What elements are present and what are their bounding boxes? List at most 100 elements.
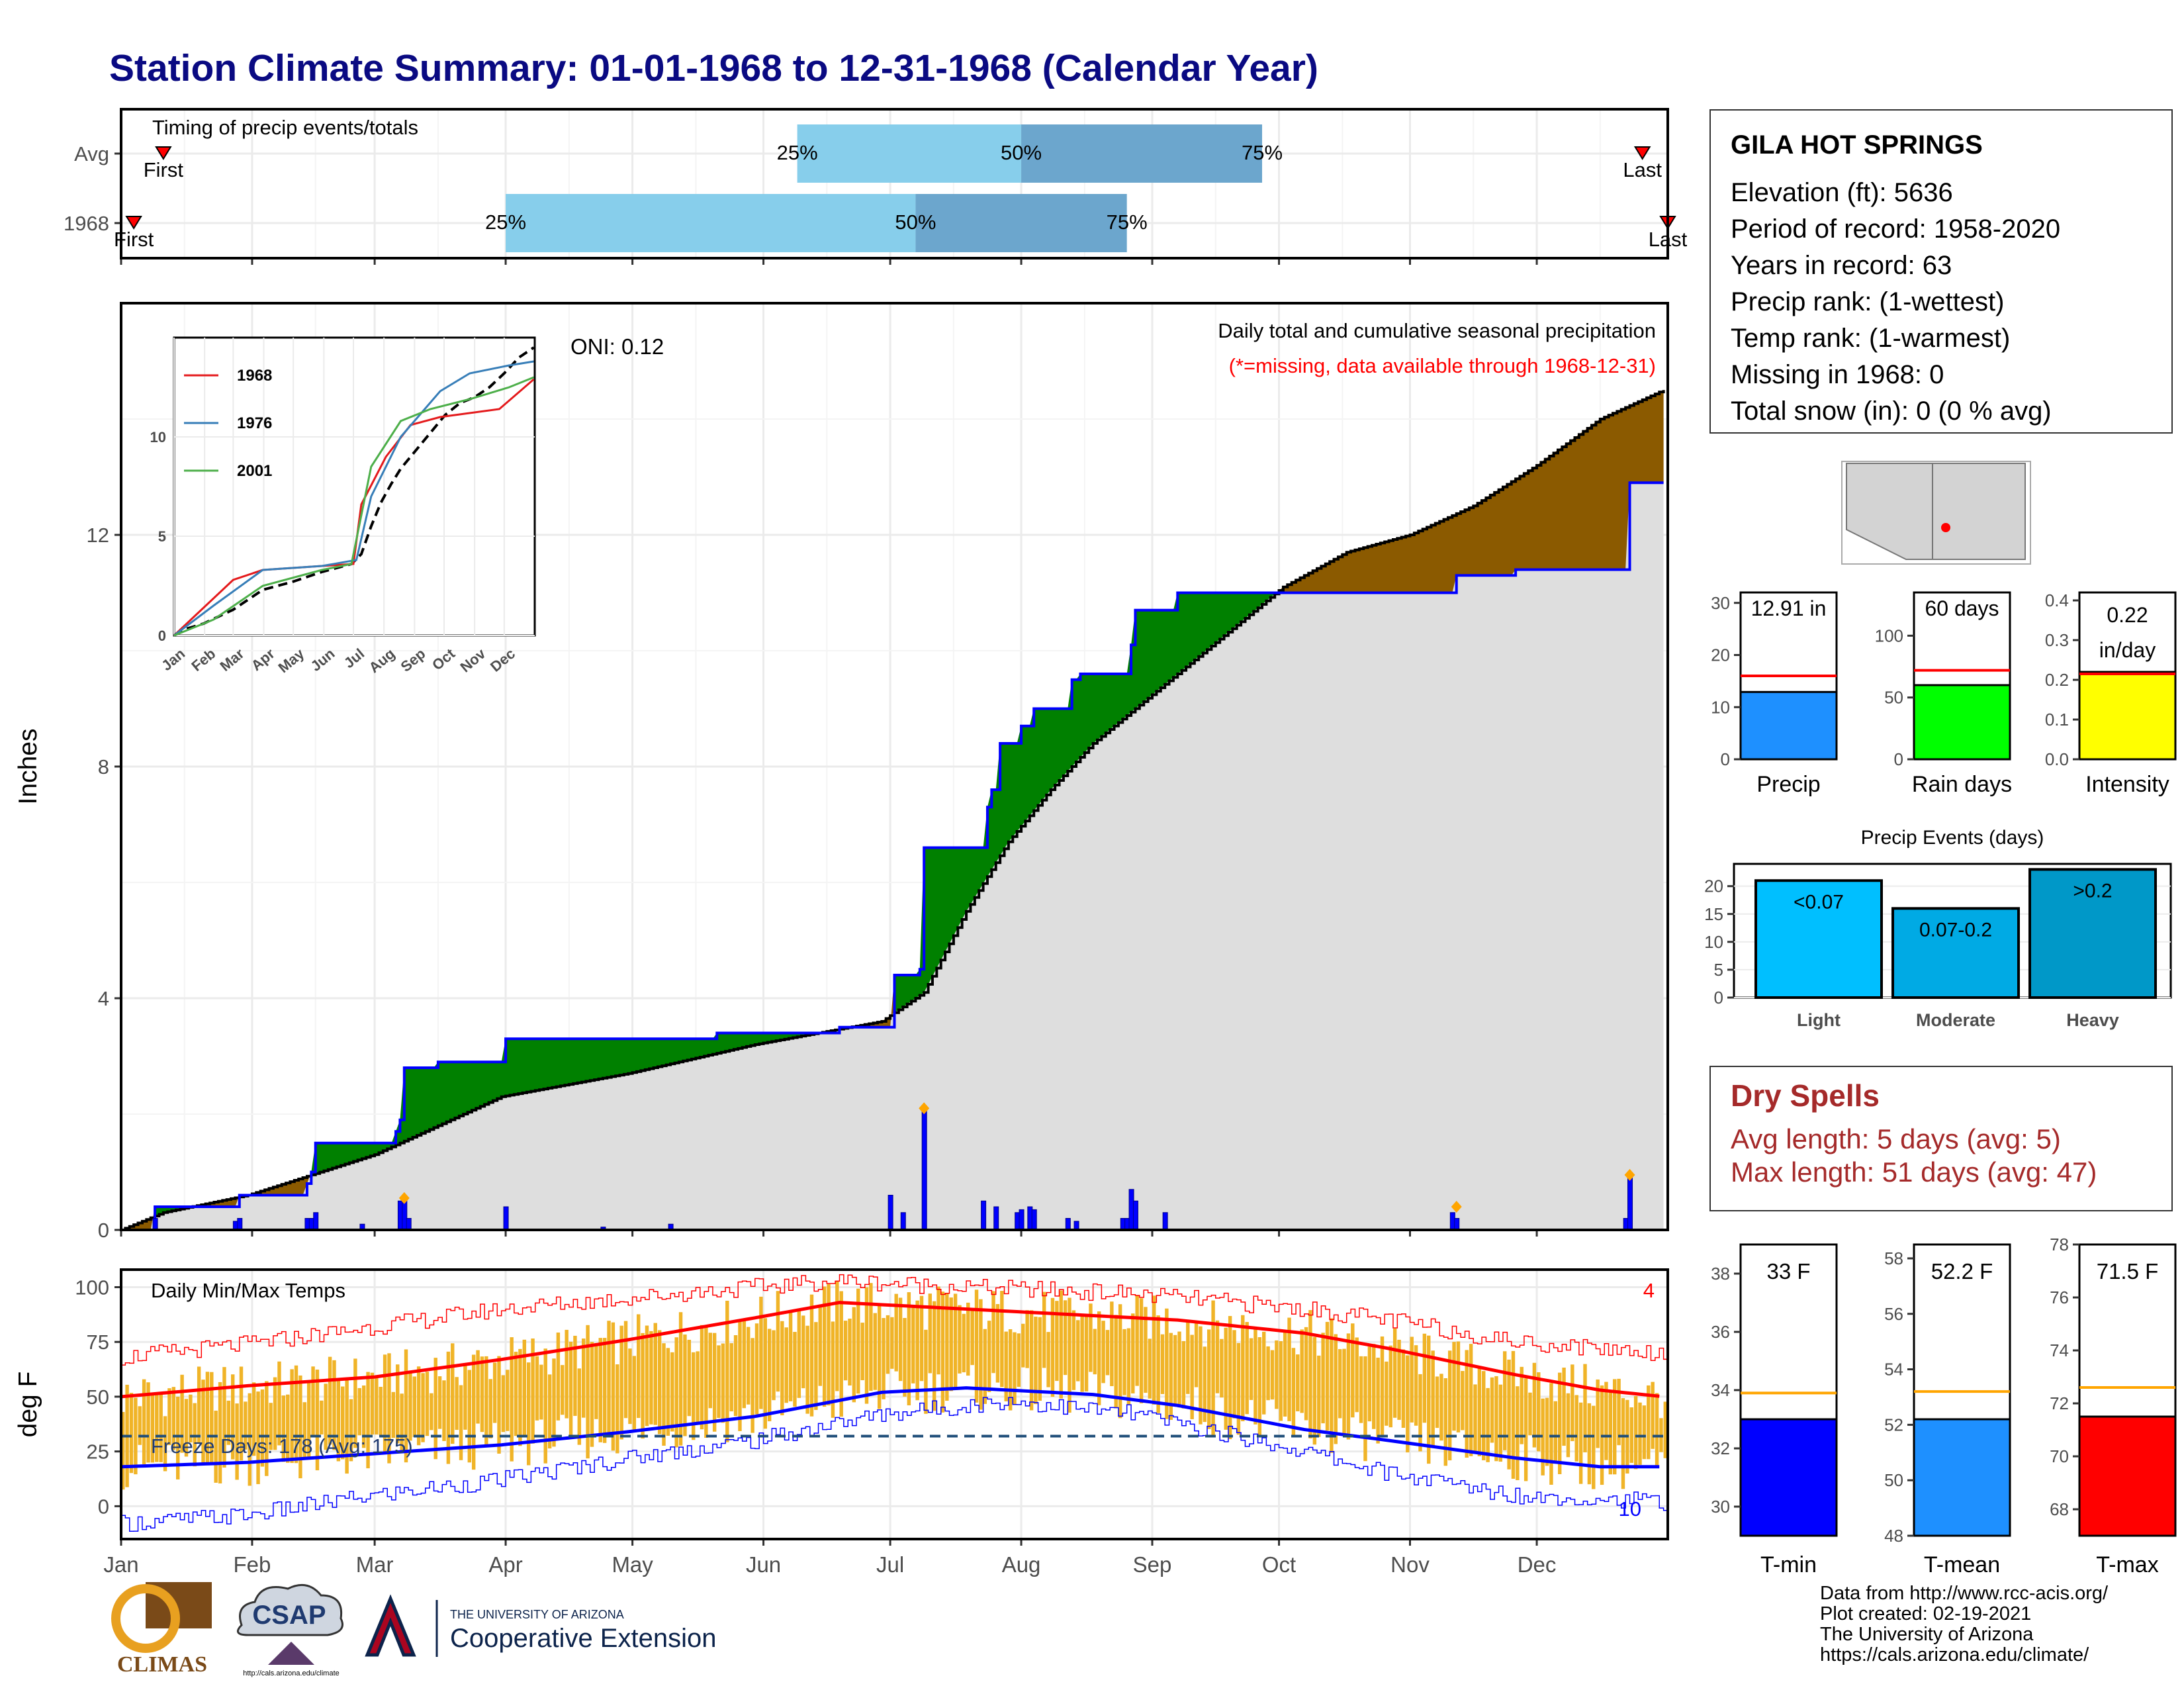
temp-daily-bar [1257, 1337, 1262, 1435]
temp-daily-bar [1165, 1308, 1169, 1419]
temp-daily-bar [1502, 1351, 1507, 1450]
temp-title: Daily Min/Max Temps [151, 1279, 345, 1302]
temp-daily-bar [1633, 1395, 1638, 1470]
temp-daily-bar [1359, 1356, 1363, 1423]
temp-daily-bar [1469, 1344, 1473, 1456]
temp-daily-bar [704, 1325, 708, 1438]
temp-daily-bar [1443, 1378, 1448, 1466]
dry-spells-box: Dry Spells Avg length: 5 days (avg: 5) M… [1709, 1066, 2173, 1211]
temp-daily-bar [772, 1330, 776, 1401]
events-tick-label: 15 [1704, 904, 1723, 924]
temp-month-label: Nov [1390, 1552, 1430, 1577]
temp-daily-bar [928, 1293, 933, 1374]
temp-daily-bar [1592, 1405, 1596, 1489]
temp-daily-bar [1477, 1366, 1482, 1456]
temp-tick-label: 75 [87, 1331, 109, 1354]
events-title: Precip Events (days) [1861, 827, 2044, 849]
precip-daily-bar [237, 1218, 243, 1231]
climas-logo-text: CLIMAS [117, 1652, 207, 1677]
temp-month-label: Aug [1002, 1552, 1041, 1577]
precip-daily-bar [1627, 1177, 1633, 1231]
precip-record-marker [1451, 1201, 1462, 1213]
temp-daily-bar [1021, 1323, 1025, 1368]
temp-daily-bar [281, 1395, 286, 1462]
temp-tick-label: 0 [98, 1495, 109, 1518]
temp-daily-bar [1414, 1345, 1418, 1426]
precip-tick-label: 12 [87, 524, 109, 547]
station-info-box: GILA HOT SPRINGS Elevation (ft): 5636 Pe… [1709, 109, 2173, 434]
temp-daily-bar [683, 1334, 687, 1436]
inset-legend-label: 1968 [237, 367, 272, 385]
temp-daily-bar [1532, 1362, 1537, 1448]
temp-daily-bar [269, 1403, 273, 1450]
temp-daily-bar [506, 1370, 510, 1431]
temp-daily-bar [1562, 1367, 1566, 1446]
temp-daily-bar [1528, 1392, 1532, 1436]
temp-daily-bar [1578, 1402, 1583, 1484]
temp-daily-bar [767, 1329, 772, 1422]
temp-daily-bar [852, 1307, 856, 1403]
temp-daily-bar [1055, 1301, 1059, 1382]
temp-daily-bar [1152, 1295, 1156, 1405]
summary-precip-0-tick-label: 20 [1711, 645, 1730, 665]
temp-panel: Jan Feb Mar Apr May Jun Jul Aug Sep Oct Nov Dec 0 25 5… [14, 1268, 1669, 1577]
temp-daily-bar [1330, 1318, 1334, 1453]
precip-daily-bar [406, 1218, 412, 1231]
temp-daily-bar [747, 1327, 751, 1405]
temp-daily-bar [251, 1382, 256, 1456]
timing-bar-q1 [506, 194, 916, 252]
temp-daily-bar [763, 1318, 767, 1429]
temp-daily-bar [1401, 1349, 1406, 1428]
temp-daily-bar [725, 1300, 729, 1442]
page-title: Station Climate Summary: 01-01-1968 to 1… [109, 47, 1318, 89]
temp-daily-bar [265, 1381, 269, 1476]
timing-quartile-label: 75% [1107, 211, 1148, 234]
temp-daily-bar [987, 1321, 991, 1392]
summary-temp-1-value-bar [1913, 1418, 2011, 1537]
temp-daily-bar [290, 1369, 294, 1464]
temp-daily-bar [1452, 1342, 1456, 1431]
temp-daily-bar [1224, 1327, 1228, 1430]
temp-daily-bar [666, 1348, 670, 1436]
temp-daily-bar [670, 1352, 674, 1432]
temp-daily-bar [1397, 1339, 1401, 1420]
precip-daily-bar [503, 1206, 509, 1231]
temp-month-label: Apr [488, 1552, 522, 1577]
summary-precip-2-tick-label: 0.4 [2045, 590, 2069, 610]
summary-temp-2: 68 70 72 74 76 78 71.5 F T-max [2050, 1235, 2177, 1577]
summary-precip-2-tick-label: 0.2 [2045, 670, 2069, 690]
temp-daily-bar [1553, 1401, 1558, 1464]
temp-daily-bar [717, 1345, 721, 1419]
summary-temp-2-value-bar [2078, 1415, 2177, 1537]
temp-daily-bar [700, 1325, 704, 1430]
temp-daily-bar [569, 1341, 573, 1436]
temp-daily-bar [678, 1312, 683, 1446]
temp-daily-bar [1545, 1397, 1549, 1466]
temp-daily-bar [1071, 1310, 1076, 1390]
temp-daily-bar [1203, 1346, 1207, 1423]
temp-daily-bar [919, 1295, 924, 1382]
summary-temp-2-tick-label: 70 [2050, 1446, 2069, 1466]
temp-daily-bar [1105, 1330, 1110, 1376]
temp-daily-bar [1291, 1348, 1296, 1435]
temp-daily-bar [1228, 1316, 1232, 1440]
temp-daily-bar [733, 1335, 738, 1417]
temp-daily-bar [345, 1379, 349, 1474]
temp-daily-bar [1186, 1320, 1190, 1394]
temp-daily-bar [421, 1373, 425, 1442]
summary-precip-0-value-bar [1739, 690, 1838, 761]
events-bar [1754, 879, 1883, 999]
temp-daily-bar [1524, 1378, 1528, 1481]
temp-daily-bar [754, 1323, 759, 1415]
summary-temp-0-tick-label: 32 [1711, 1438, 1730, 1458]
temp-daily-bar [1199, 1326, 1203, 1425]
temp-daily-bar [1122, 1329, 1126, 1395]
temp-daily-bar [780, 1321, 784, 1415]
temp-month-label: May [612, 1552, 653, 1577]
temp-daily-bar [1220, 1338, 1224, 1398]
temp-daily-bar [379, 1387, 383, 1435]
temp-daily-bar [1304, 1327, 1308, 1421]
temp-daily-bar [641, 1333, 645, 1439]
temp-daily-bar [129, 1393, 134, 1474]
events-bar [2028, 868, 2157, 999]
